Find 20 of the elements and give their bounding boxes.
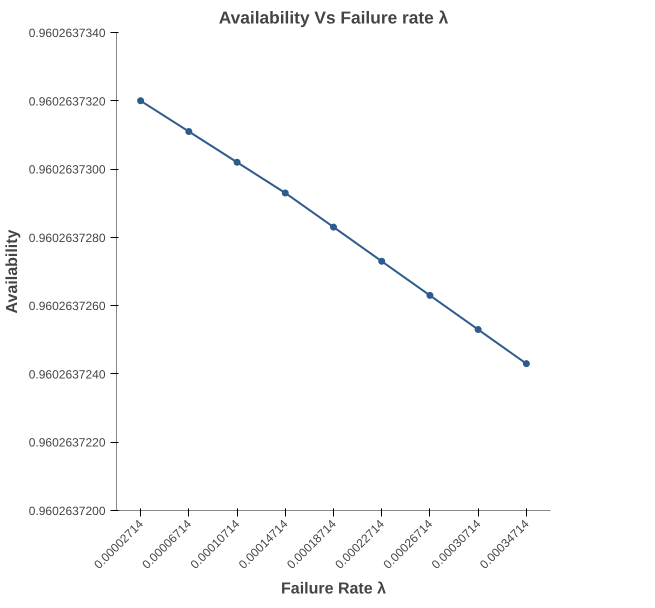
- y-tick-label: 0.9602637240: [28, 367, 106, 382]
- point: [282, 189, 289, 196]
- x-axis-title: Failure Rate λ: [281, 580, 386, 598]
- point: [330, 224, 337, 231]
- y-tick-label: 0.9602637320: [28, 94, 106, 108]
- y-tick-label: 0.9602637280: [28, 230, 106, 245]
- y-axis-title: Availability: [4, 229, 21, 314]
- point: [426, 292, 434, 299]
- y-tick-label: 0.9602637200: [28, 504, 106, 518]
- chart-title: Availability Vs Failure rate λ: [218, 8, 449, 28]
- point: [474, 326, 482, 334]
- y-tick-label: 0.9602637220: [28, 436, 106, 450]
- point: [185, 128, 192, 136]
- point: [522, 360, 530, 368]
- y-tick-label: 0.9602637260: [28, 299, 106, 314]
- y-tick-label: 0.9602637300: [28, 162, 106, 177]
- point: [234, 158, 241, 166]
- y-tick-label: 0.9602637340: [28, 26, 106, 40]
- point: [137, 97, 144, 104]
- point: [378, 258, 386, 265]
